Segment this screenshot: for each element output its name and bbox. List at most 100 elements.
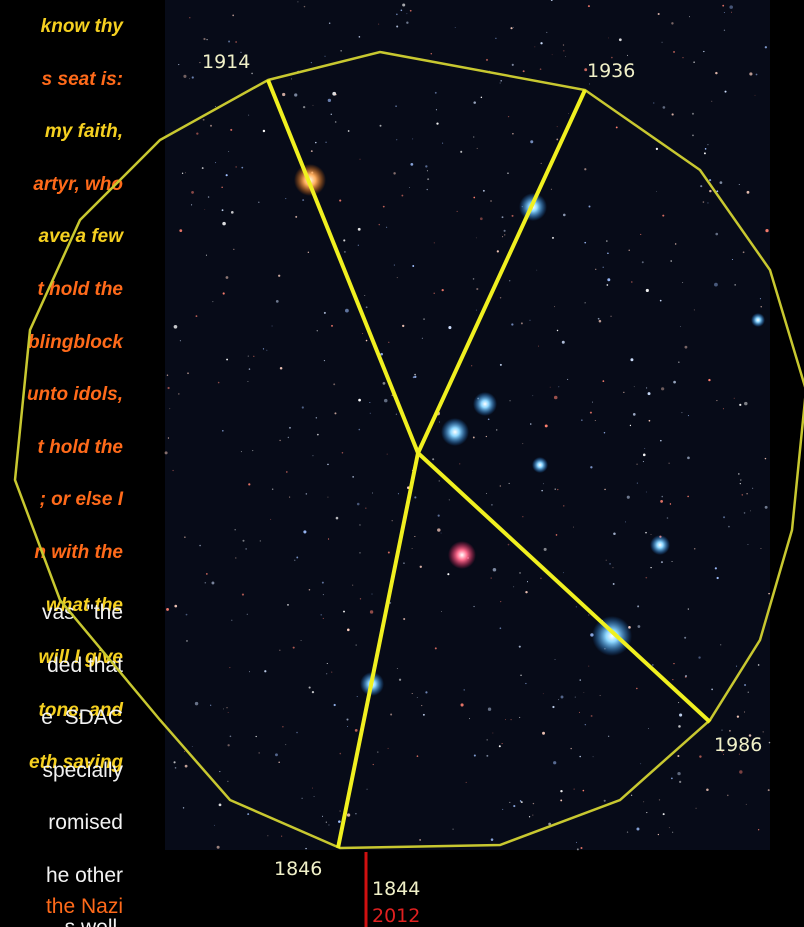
star [302,199,304,201]
star [703,201,705,203]
star [280,367,283,370]
star [329,22,330,23]
star [520,675,521,676]
star [523,70,525,72]
star [397,668,398,669]
star [500,601,501,602]
star [636,464,637,465]
star [241,167,243,169]
star [461,703,464,706]
star [473,606,474,607]
star [321,614,322,615]
star [660,440,662,442]
star [486,436,487,437]
star [235,557,236,558]
star [688,608,689,609]
star [303,530,306,533]
star [195,702,198,705]
star [563,50,564,51]
star [434,242,435,243]
star [231,211,234,214]
star [658,834,659,835]
star [259,752,260,753]
star [388,552,390,554]
star [288,437,289,438]
star [206,39,207,40]
star [696,808,697,809]
star [365,508,366,509]
star [266,350,267,351]
star [529,816,530,817]
star [574,789,575,790]
star [563,505,564,506]
star [510,27,512,29]
star [716,400,717,401]
star [396,14,398,16]
star [278,275,280,277]
star [399,679,401,681]
star [436,123,438,125]
star [270,519,271,520]
star [324,360,325,361]
star [480,217,483,220]
star [384,399,388,403]
star [327,663,328,664]
star [536,270,537,271]
star [589,84,590,85]
star [334,412,336,414]
star [742,494,743,495]
star [412,138,413,139]
star [179,229,182,232]
star [366,306,368,308]
star [372,493,373,494]
star [530,140,533,143]
star [491,577,492,578]
star [765,229,768,232]
star [532,395,533,396]
star [291,78,292,79]
star [380,125,382,127]
star [556,534,558,536]
star [585,724,586,725]
star [398,493,399,494]
star [393,172,395,174]
star [556,139,558,141]
star [477,148,478,149]
star [755,95,756,96]
star [577,848,579,850]
star [228,712,229,713]
star [370,610,373,613]
star [174,605,177,608]
star [191,191,194,194]
star [459,463,460,464]
star [272,326,273,327]
star [679,781,681,783]
star [312,691,314,693]
star [581,419,582,420]
star [606,560,607,561]
star [493,568,497,572]
star [186,640,187,641]
star [747,191,750,194]
star [765,506,768,509]
star [758,664,760,666]
star [272,488,273,489]
star [180,340,181,341]
star [592,402,593,403]
star [335,121,337,123]
star [390,713,392,715]
star [248,483,250,485]
star [302,406,304,408]
star [249,671,250,672]
star [356,645,357,646]
star [706,788,709,791]
star [242,594,244,596]
star [610,316,611,317]
star [340,811,341,812]
star [525,591,527,593]
star [339,200,341,202]
star [396,139,397,140]
star [436,109,437,110]
star [228,40,230,42]
star [395,105,396,106]
